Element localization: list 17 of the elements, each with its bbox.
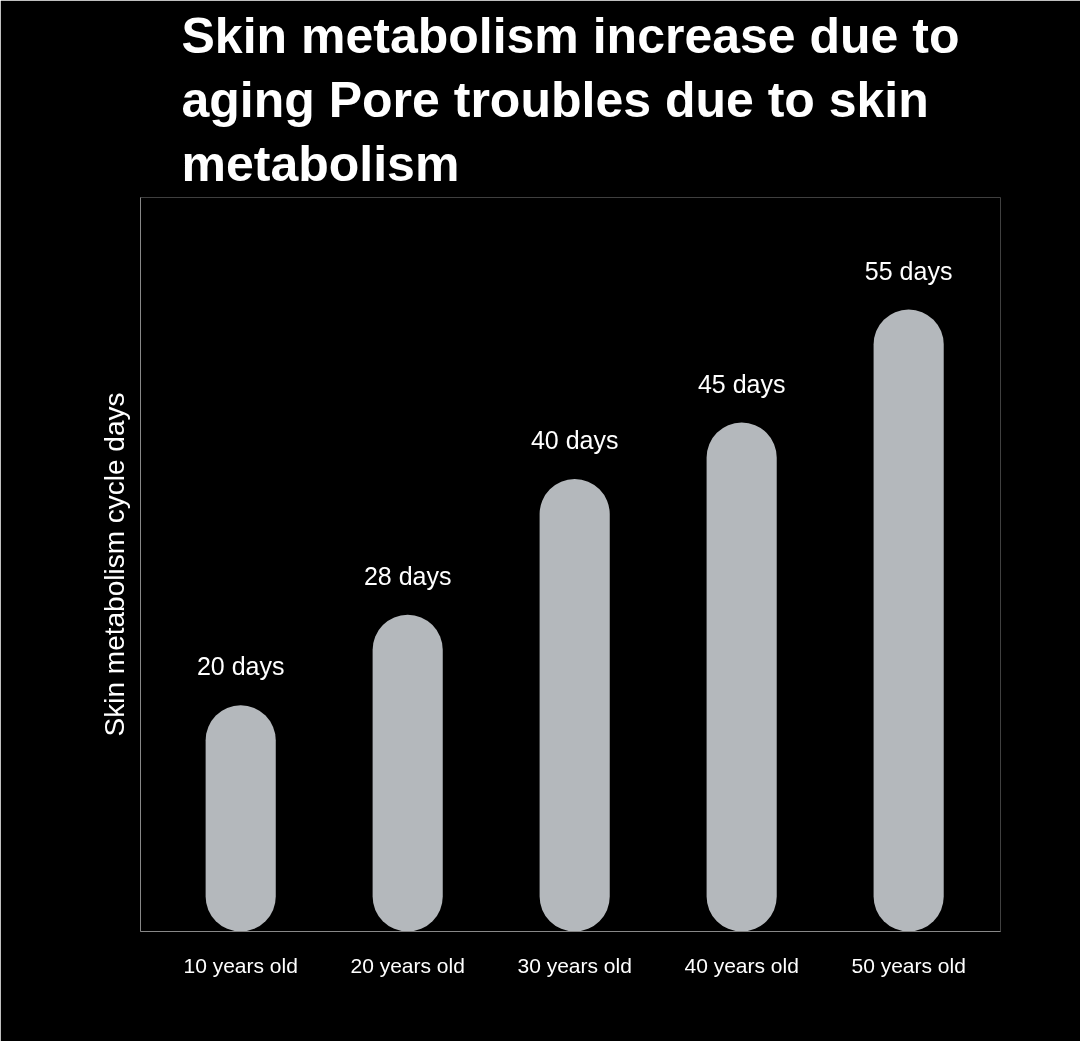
x-tick-label: 10 years old [183, 953, 298, 977]
data-label: 40 days [530, 426, 619, 455]
bar [205, 705, 276, 932]
bar [372, 614, 443, 932]
bar [706, 422, 777, 932]
bar [873, 309, 944, 932]
x-tick-label: 50 years old [851, 953, 966, 977]
x-tick-label: 30 years old [517, 953, 632, 977]
data-label: 28 days [363, 561, 452, 590]
data-label: 55 days [864, 256, 953, 285]
y-axis-title: Skin metabolism cycle days [98, 392, 130, 737]
data-label: 45 days [697, 369, 786, 398]
bar [539, 479, 610, 932]
x-tick-label: 20 years old [350, 953, 465, 977]
x-tick-label: 40 years old [684, 953, 799, 977]
data-label: 20 days [196, 652, 285, 681]
chart-title: Skin metabolism increase due to aging Pore troubles due to skin metabolism [181, 7, 960, 193]
